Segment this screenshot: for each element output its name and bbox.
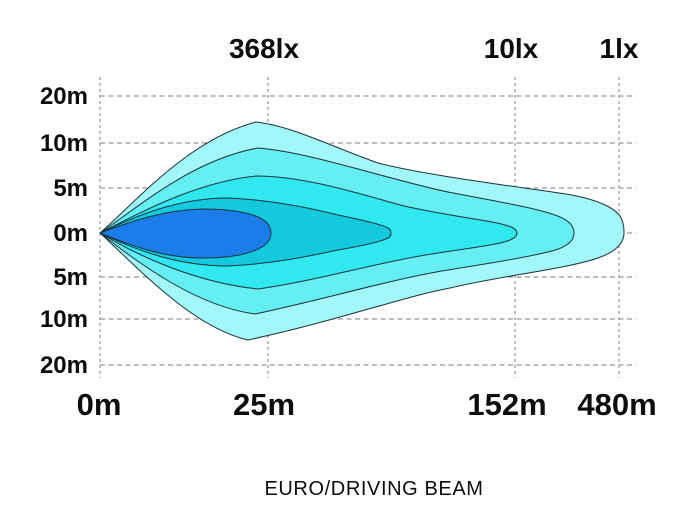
lux-label-10lx: 10lx bbox=[484, 33, 539, 64]
y-tick-5m-top: 5m bbox=[53, 175, 88, 202]
lux-labels: 368lx 10lx 1lx bbox=[229, 33, 639, 64]
y-tick-0m: 0m bbox=[53, 220, 88, 247]
x-tick-25m: 25m bbox=[233, 387, 295, 422]
y-tick-20m-bottom: 20m bbox=[40, 352, 88, 379]
beam-contour-368lx bbox=[99, 208, 272, 259]
lux-label-368lx: 368lx bbox=[229, 33, 299, 64]
x-tick-480m: 480m bbox=[577, 387, 656, 422]
y-tick-10m-top: 10m bbox=[40, 130, 88, 157]
x-tick-152m: 152m bbox=[467, 387, 546, 422]
contours-layer bbox=[99, 121, 625, 341]
y-tick-10m-bottom: 10m bbox=[40, 306, 88, 333]
y-tick-20m-top: 20m bbox=[40, 83, 88, 110]
y-axis-labels: 20m 10m 5m 0m 5m 10m 20m bbox=[40, 83, 88, 379]
x-axis-labels: 0m 25m 152m 480m bbox=[77, 387, 657, 422]
lux-label-1lx: 1lx bbox=[600, 33, 639, 64]
y-tick-5m-bottom: 5m bbox=[53, 264, 88, 291]
x-tick-0m: 0m bbox=[77, 387, 122, 422]
chart-title: EURO/DRIVING BEAM bbox=[264, 478, 483, 500]
